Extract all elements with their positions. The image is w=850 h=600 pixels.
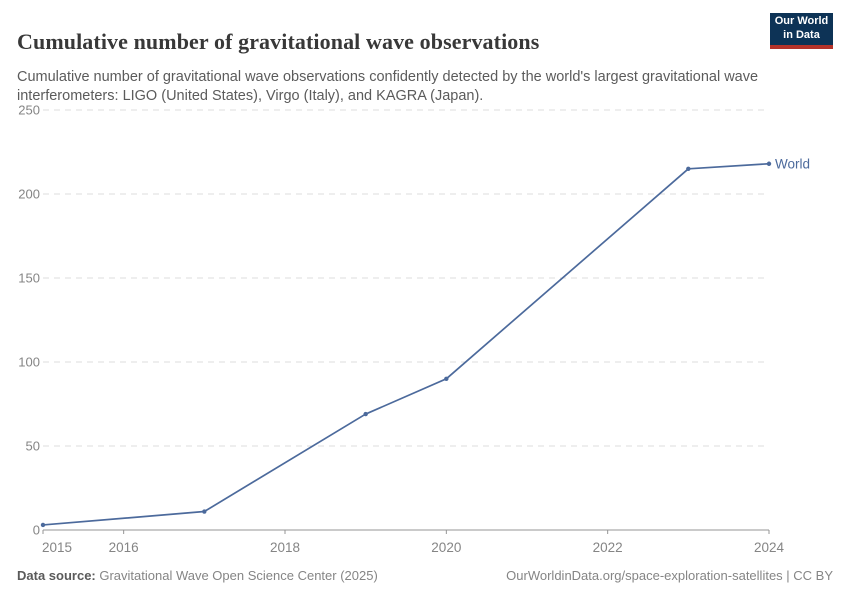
series-end-label[interactable]: World xyxy=(775,156,810,171)
x-tick-label: 2022 xyxy=(593,540,623,555)
y-tick-label: 100 xyxy=(18,355,40,370)
chart-footer: Data source: Gravitational Wave Open Sci… xyxy=(17,568,833,583)
y-tick-label: 200 xyxy=(18,187,40,202)
data-point[interactable] xyxy=(686,166,691,171)
owid-logo[interactable]: Our World in Data xyxy=(770,13,833,49)
footer-datasource: Data source: Gravitational Wave Open Sci… xyxy=(17,568,378,583)
x-tick-label: 2020 xyxy=(431,540,461,555)
x-tick-label: 2018 xyxy=(270,540,300,555)
x-tick-label: 2015 xyxy=(42,540,72,555)
owid-logo-line1: Our World xyxy=(774,15,829,28)
data-point[interactable] xyxy=(766,161,772,166)
series-line[interactable] xyxy=(42,162,770,526)
datasource-value: Gravitational Wave Open Science Center (… xyxy=(95,568,378,583)
x-tick-label: 2024 xyxy=(754,540,785,555)
datasource-label: Data source: xyxy=(17,568,96,583)
chart-title: Cumulative number of gravitational wave … xyxy=(17,28,540,54)
y-tick-label: 250 xyxy=(18,103,40,118)
footer-link[interactable]: OurWorldinData.org/space-exploration-sat… xyxy=(506,568,833,583)
y-tick-label: 150 xyxy=(18,271,40,286)
data-point[interactable] xyxy=(444,376,449,381)
owid-logo-text: Our World in Data xyxy=(770,13,833,45)
data-point[interactable] xyxy=(40,522,46,528)
y-tick-label: 50 xyxy=(26,439,40,454)
owid-logo-line2: in Data xyxy=(783,29,820,41)
owid-logo-red-bar xyxy=(770,45,833,49)
chart-subtitle: Cumulative number of gravitational wave … xyxy=(17,68,759,104)
data-point[interactable] xyxy=(363,411,368,417)
y-tick-label: 0 xyxy=(33,523,40,538)
data-point[interactable] xyxy=(202,509,207,514)
x-tick-label: 2016 xyxy=(109,540,139,555)
